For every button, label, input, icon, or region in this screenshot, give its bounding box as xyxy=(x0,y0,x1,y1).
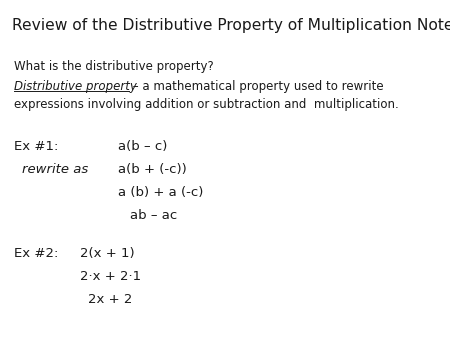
Text: a (b) + a (-c): a (b) + a (-c) xyxy=(118,186,203,199)
Text: Ex #1:: Ex #1: xyxy=(14,140,58,153)
Text: 2x + 2: 2x + 2 xyxy=(88,293,132,306)
Text: 2·x + 2·1: 2·x + 2·1 xyxy=(80,270,141,283)
Text: ab – ac: ab – ac xyxy=(130,209,177,222)
Text: – a mathematical property used to rewrite: – a mathematical property used to rewrit… xyxy=(129,80,383,93)
Text: 2(x + 1): 2(x + 1) xyxy=(80,247,135,260)
Text: rewrite as: rewrite as xyxy=(22,163,88,176)
Text: What is the distributive property?: What is the distributive property? xyxy=(14,60,214,73)
Text: Distributive property: Distributive property xyxy=(14,80,137,93)
Text: Review of the Distributive Property of Multiplication Notes: Review of the Distributive Property of M… xyxy=(12,18,450,33)
Text: a(b + (-c)): a(b + (-c)) xyxy=(118,163,187,176)
Text: Ex #2:: Ex #2: xyxy=(14,247,58,260)
Text: a(b – c): a(b – c) xyxy=(118,140,167,153)
Text: expressions involving addition or subtraction and  multiplication.: expressions involving addition or subtra… xyxy=(14,98,399,111)
